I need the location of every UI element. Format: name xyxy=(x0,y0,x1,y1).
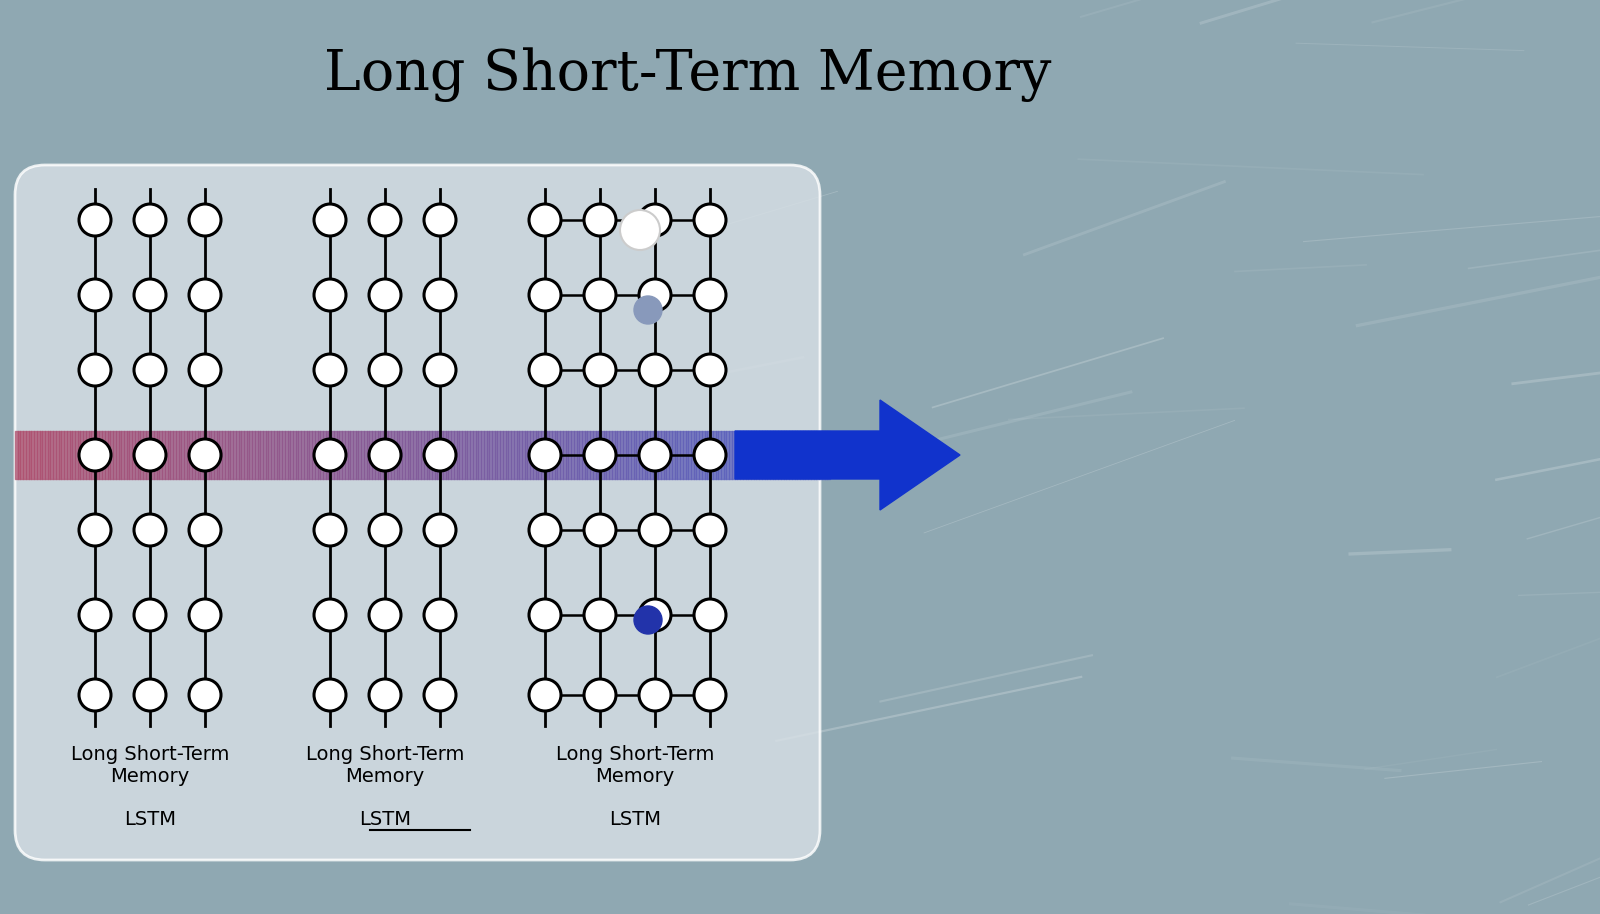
Circle shape xyxy=(370,439,402,471)
Circle shape xyxy=(634,296,662,324)
Circle shape xyxy=(134,514,166,546)
Circle shape xyxy=(189,204,221,236)
Circle shape xyxy=(634,606,662,634)
Circle shape xyxy=(638,679,670,711)
Circle shape xyxy=(694,439,726,471)
Circle shape xyxy=(424,439,456,471)
Circle shape xyxy=(370,514,402,546)
Text: LSTM: LSTM xyxy=(358,810,411,829)
Circle shape xyxy=(638,439,670,471)
Circle shape xyxy=(78,354,110,386)
Circle shape xyxy=(189,599,221,631)
Circle shape xyxy=(424,279,456,311)
Circle shape xyxy=(370,279,402,311)
Circle shape xyxy=(189,354,221,386)
Circle shape xyxy=(78,514,110,546)
Circle shape xyxy=(530,679,562,711)
Circle shape xyxy=(694,204,726,236)
Circle shape xyxy=(314,204,346,236)
Circle shape xyxy=(424,354,456,386)
FancyArrow shape xyxy=(734,400,960,510)
Circle shape xyxy=(530,204,562,236)
Circle shape xyxy=(78,599,110,631)
Circle shape xyxy=(694,599,726,631)
Circle shape xyxy=(530,279,562,311)
Circle shape xyxy=(134,439,166,471)
Circle shape xyxy=(78,679,110,711)
Circle shape xyxy=(134,599,166,631)
Circle shape xyxy=(314,279,346,311)
Circle shape xyxy=(530,514,562,546)
Circle shape xyxy=(584,354,616,386)
Circle shape xyxy=(189,679,221,711)
Circle shape xyxy=(134,204,166,236)
Circle shape xyxy=(370,354,402,386)
Circle shape xyxy=(584,679,616,711)
FancyBboxPatch shape xyxy=(14,165,819,860)
Circle shape xyxy=(134,679,166,711)
Circle shape xyxy=(314,599,346,631)
Circle shape xyxy=(189,514,221,546)
Circle shape xyxy=(424,514,456,546)
Circle shape xyxy=(530,599,562,631)
Circle shape xyxy=(78,439,110,471)
Circle shape xyxy=(370,679,402,711)
Circle shape xyxy=(314,439,346,471)
Circle shape xyxy=(694,514,726,546)
Circle shape xyxy=(78,204,110,236)
Circle shape xyxy=(638,599,670,631)
Circle shape xyxy=(314,514,346,546)
Circle shape xyxy=(584,599,616,631)
Circle shape xyxy=(424,599,456,631)
Circle shape xyxy=(78,279,110,311)
Circle shape xyxy=(530,439,562,471)
Circle shape xyxy=(638,514,670,546)
Circle shape xyxy=(584,204,616,236)
Circle shape xyxy=(584,279,616,311)
Circle shape xyxy=(694,279,726,311)
Text: Long Short-Term
Memory: Long Short-Term Memory xyxy=(306,745,464,786)
Circle shape xyxy=(694,679,726,711)
Circle shape xyxy=(424,204,456,236)
Circle shape xyxy=(694,354,726,386)
Circle shape xyxy=(189,439,221,471)
Circle shape xyxy=(584,514,616,546)
Text: LSTM: LSTM xyxy=(610,810,661,829)
Text: LSTM: LSTM xyxy=(125,810,176,829)
Circle shape xyxy=(314,679,346,711)
Circle shape xyxy=(638,204,670,236)
Circle shape xyxy=(424,679,456,711)
Circle shape xyxy=(621,210,661,250)
Text: Long Short-Term Memory: Long Short-Term Memory xyxy=(325,48,1051,102)
Circle shape xyxy=(370,204,402,236)
Circle shape xyxy=(638,354,670,386)
Circle shape xyxy=(584,439,616,471)
Circle shape xyxy=(134,279,166,311)
Text: Long Short-Term
Memory: Long Short-Term Memory xyxy=(555,745,714,786)
Circle shape xyxy=(638,279,670,311)
Circle shape xyxy=(134,354,166,386)
Circle shape xyxy=(370,599,402,631)
Text: Long Short-Term
Memory: Long Short-Term Memory xyxy=(70,745,229,786)
Circle shape xyxy=(189,279,221,311)
Circle shape xyxy=(530,354,562,386)
Circle shape xyxy=(314,354,346,386)
